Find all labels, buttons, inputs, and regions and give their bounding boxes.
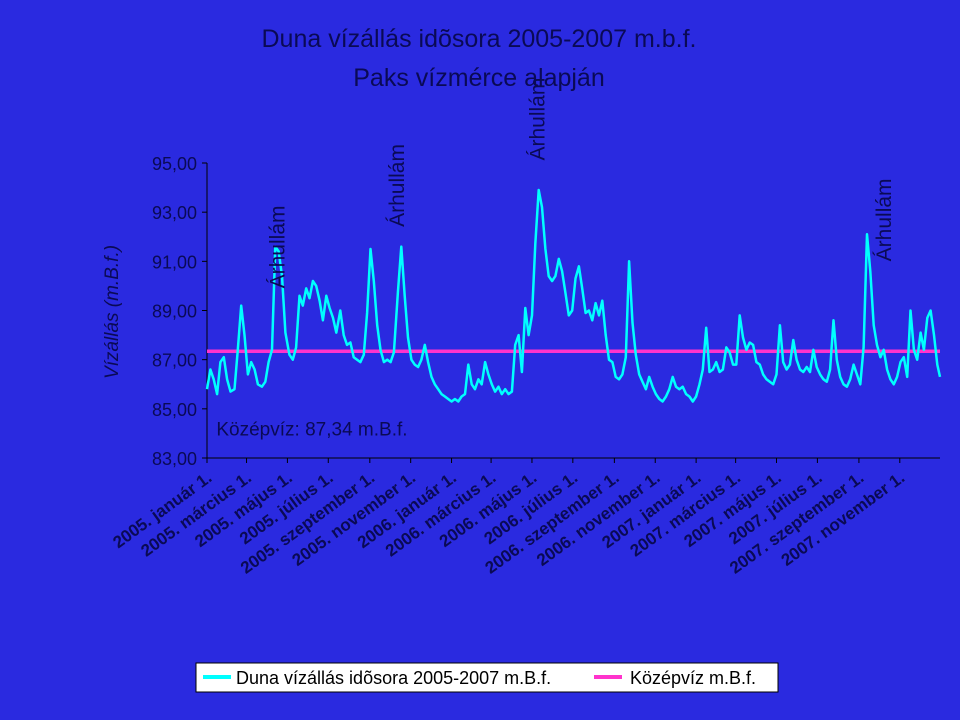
annotations: Árhullám Árhullám Árhullám Árhullám Középvíz… <box>216 78 896 441</box>
y-tick-label: 91,00 <box>152 252 197 272</box>
y-tick-label: 93,00 <box>152 203 197 223</box>
y-tick-label: 89,00 <box>152 302 197 322</box>
flood-wave-annotation: Árhullám <box>267 206 290 289</box>
flood-wave-annotation: Árhullám <box>873 178 896 261</box>
x-axis: 2005. január 1.2005. március 1.2005. máj… <box>109 457 940 578</box>
y-tick-label: 87,00 <box>152 351 197 371</box>
legend-entry-mean: Középvíz m.B.f. <box>630 668 756 688</box>
mean-level-label: Középvíz: 87,34 m.B.f. <box>216 420 407 441</box>
legend: Duna vízállás idõsora 2005-2007 m.B.f. K… <box>195 662 779 693</box>
legend-entry-water-level: Duna vízállás idõsora 2005-2007 m.B.f. <box>236 668 551 688</box>
series-line-water-level <box>205 188 942 403</box>
y-tick-label: 85,00 <box>152 400 197 420</box>
y-tick-label: 83,00 <box>152 449 197 469</box>
flood-wave-annotation: Árhullám <box>386 144 409 227</box>
y-axis-label: Vízállás (m.B.f.) <box>102 245 123 379</box>
legend-box <box>195 662 779 693</box>
chart-subtitle: Paks vízmérce alapján <box>353 64 605 92</box>
series-layer <box>205 188 942 403</box>
y-axis: 83,00 85,00 87,00 89,00 91,00 93,00 95,00 <box>152 154 208 469</box>
y-tick-label: 95,00 <box>152 154 197 174</box>
chart-title: Duna vízállás idõsora 2005-2007 m.b.f. <box>262 25 697 53</box>
flood-wave-annotation: Árhullám <box>527 78 550 161</box>
